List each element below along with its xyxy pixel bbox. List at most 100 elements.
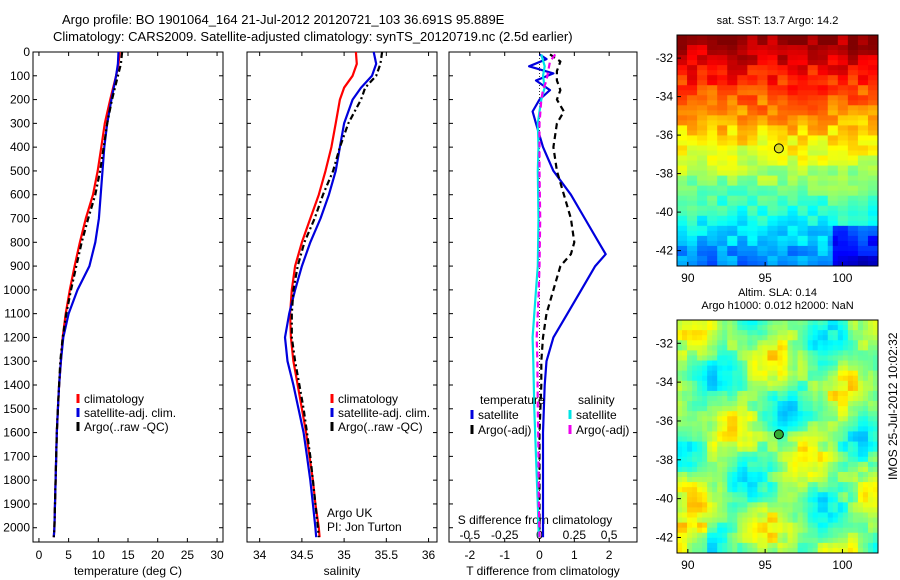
heatmap-cell: [712, 446, 718, 453]
heatmap-cell: [827, 190, 834, 197]
series-line-salinity-satellite: [531, 54, 546, 538]
heatmap-cell: [757, 517, 763, 524]
heatmap-cell: [747, 487, 753, 493]
heatmap-cell: [697, 542, 703, 549]
heatmap-cell: [837, 421, 844, 427]
heatmap-cell: [812, 205, 819, 212]
heatmap-cell: [767, 260, 773, 267]
heatmap-cell: [792, 502, 799, 508]
heatmap-cell: [712, 190, 718, 197]
argo-location-marker: [773, 143, 784, 154]
heatmap-cell: [867, 411, 874, 417]
heatmap-cell: [757, 330, 763, 336]
heatmap-cell: [802, 411, 809, 417]
heatmap-cell: [762, 330, 768, 336]
heatmap-cell: [827, 365, 834, 372]
top-tick-label: 0.25: [563, 528, 587, 542]
heatmap-cell: [762, 461, 768, 468]
heatmap-cell: [827, 517, 834, 524]
heatmap-cell: [737, 411, 743, 417]
heatmap-cell: [737, 170, 743, 177]
heatmap-cell: [777, 507, 783, 513]
heatmap-cell: [782, 60, 788, 66]
heatmap-cell: [727, 385, 733, 392]
heatmap-cell: [717, 355, 723, 361]
heatmap-cell: [817, 487, 824, 493]
heatmap-cell: [742, 95, 748, 101]
heatmap-cell: [872, 80, 879, 86]
panel-2-frame: [246, 51, 438, 543]
heatmap-cell: [757, 385, 763, 392]
heatmap-cell: [777, 532, 783, 539]
heatmap-cell: [762, 390, 768, 397]
heatmap-cell: [772, 50, 778, 56]
heatmap-cell: [692, 487, 698, 493]
heatmap-cell: [837, 456, 844, 463]
heatmap-cell: [802, 60, 809, 66]
heatmap-cell: [857, 230, 864, 237]
heatmap-cell: [792, 325, 799, 331]
heatmap-cell: [797, 426, 804, 432]
heatmap-cell: [767, 431, 773, 437]
heatmap-cell: [757, 466, 763, 473]
heatmap-cell: [692, 140, 698, 146]
heatmap-cell: [822, 85, 829, 91]
heatmap-cell: [782, 441, 788, 448]
heatmap-cell: [787, 70, 793, 76]
heatmap-cell: [792, 140, 799, 146]
heatmap-cell: [697, 40, 703, 46]
heatmap-cell: [807, 250, 814, 257]
heatmap-cell: [677, 70, 683, 76]
heatmap-cell: [737, 330, 743, 336]
heatmap-cell: [727, 522, 733, 529]
heatmap-cell: [862, 105, 869, 111]
heatmap-cell: [797, 230, 804, 237]
heatmap-cell: [782, 517, 788, 524]
heatmap-cell: [872, 507, 879, 513]
heatmap-cell: [847, 461, 854, 468]
heatmap-cell: [767, 360, 773, 366]
heatmap-cell: [782, 507, 788, 513]
heatmap-cell: [772, 461, 778, 468]
heatmap-cell: [747, 421, 753, 427]
heatmap-cell: [732, 75, 738, 81]
heatmap-cell: [802, 456, 809, 463]
heatmap-cell: [697, 180, 703, 187]
heatmap-cell: [707, 185, 713, 192]
heatmap-cell: [762, 90, 768, 96]
heatmap-cell: [837, 487, 844, 493]
heatmap-cell: [867, 220, 874, 227]
heatmap-cell: [722, 385, 728, 392]
heatmap-cell: [682, 245, 688, 252]
heatmap-cell: [812, 115, 819, 121]
heatmap-cell: [682, 497, 688, 503]
heatmap-cell: [817, 320, 824, 326]
heatmap-cell: [862, 517, 869, 524]
heatmap-cell: [707, 150, 713, 156]
heatmap-cell: [757, 537, 763, 544]
heatmap-cell: [677, 325, 683, 331]
heatmap-cell: [872, 95, 879, 101]
heatmap-cell: [722, 395, 728, 402]
heatmap-cell: [697, 517, 703, 524]
heatmap-cell: [712, 512, 718, 518]
heatmap-cell: [842, 431, 849, 437]
heatmap-cell: [752, 395, 758, 402]
heatmap-cell: [757, 235, 763, 242]
heatmap-cell: [847, 220, 854, 227]
heatmap-cell: [677, 130, 683, 136]
heatmap-cell: [787, 135, 793, 141]
heatmap-cell: [677, 240, 683, 247]
heatmap-cell: [802, 507, 809, 513]
heatmap-cell: [792, 155, 799, 161]
heatmap-cell: [752, 431, 758, 437]
heatmap-cell: [867, 325, 874, 331]
map-x-tick-label: 100: [832, 558, 852, 572]
heatmap-cell: [767, 175, 773, 182]
legend-group-title: salinity: [578, 393, 615, 407]
heatmap-cell: [792, 120, 799, 126]
heatmap-cell: [842, 175, 849, 182]
heatmap-cell: [772, 375, 778, 382]
heatmap-cell: [817, 90, 824, 96]
heatmap-cell: [872, 55, 879, 61]
